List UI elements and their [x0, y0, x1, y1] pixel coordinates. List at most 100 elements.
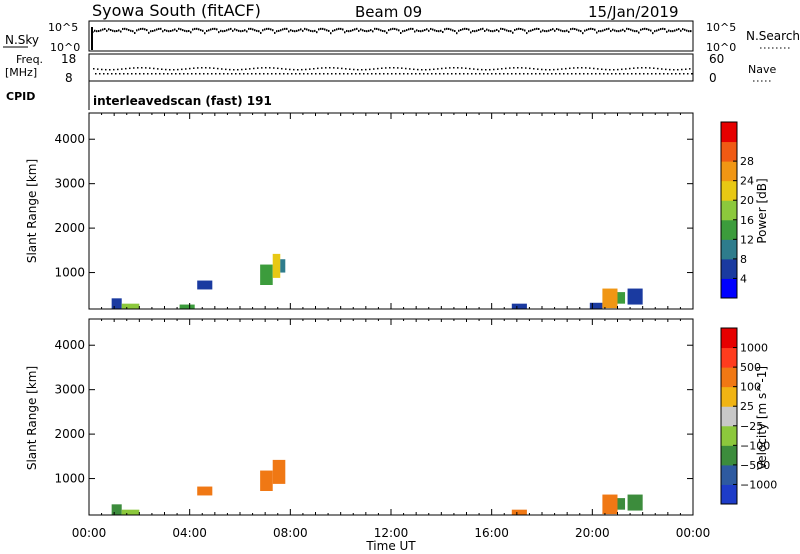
nsky-point [582, 32, 584, 35]
nsky-point [132, 30, 134, 33]
nsky-point [590, 27, 592, 30]
nsky-point [220, 29, 222, 32]
freq-point [651, 73, 653, 75]
nave-point [269, 67, 271, 69]
freq-point [523, 73, 525, 75]
nave-point [341, 67, 343, 70]
freq-tick-high: 18 [61, 52, 76, 66]
freq-point [107, 73, 109, 75]
nave-point [121, 68, 123, 70]
nsky-point [510, 30, 512, 33]
nsky-point [290, 29, 292, 32]
nsky-point [414, 30, 416, 33]
nave-point [93, 68, 95, 70]
nsky-point [368, 29, 370, 32]
nsky-point [490, 30, 492, 33]
freq-point [347, 73, 349, 75]
nave-point [153, 67, 155, 70]
time-tick-label: 12:00 [374, 526, 409, 540]
power-y-axis-label: Slant Range [km] [25, 159, 39, 263]
nsky-point [182, 29, 184, 32]
nave-label: Nave [748, 63, 776, 76]
nsky-point [284, 27, 286, 30]
nave-point [257, 67, 259, 69]
nave-point [213, 67, 215, 69]
colorbar-swatch [721, 200, 737, 221]
nave-point [173, 68, 175, 71]
freq-point [219, 73, 221, 75]
colorbar-swatch [721, 484, 737, 505]
freq-point [515, 73, 517, 75]
nsky-point [246, 30, 248, 33]
nave-point [193, 67, 195, 69]
nsky-point [560, 29, 562, 32]
nsky-point [202, 29, 204, 32]
nave-point [373, 68, 375, 70]
nave-point [349, 68, 351, 70]
nsky-point [262, 29, 264, 32]
nsky-point [174, 28, 176, 31]
freq-point [591, 73, 593, 75]
nsky-point [440, 29, 442, 32]
freq-point [479, 73, 481, 75]
nave-point [493, 68, 495, 71]
freq-point [431, 73, 433, 75]
y-tick-label: 3000 [54, 177, 85, 191]
nsky-point [616, 30, 618, 33]
nsky-point [112, 29, 114, 32]
nsky-point [106, 29, 108, 32]
nsky-point [542, 29, 544, 32]
nave-point [465, 67, 467, 70]
nsky-point [408, 28, 410, 31]
nsky-point [208, 29, 210, 32]
nsky-point [348, 30, 350, 33]
nsky-point [674, 29, 676, 32]
freq-point [163, 73, 165, 75]
freq-point [247, 73, 249, 75]
nsky-point [210, 28, 212, 31]
freq-point [179, 73, 181, 75]
velocity-colorbar-label: Velocity [m s^-1] [755, 366, 769, 470]
nsky-point [234, 28, 236, 31]
nsky-point [602, 29, 604, 32]
freq-point [543, 73, 545, 75]
nsky-point [600, 30, 602, 33]
freq-point [339, 73, 341, 75]
nsky-point [478, 28, 480, 31]
freq-point [419, 73, 421, 75]
freq-point [495, 73, 497, 75]
nsky-point [584, 29, 586, 32]
nsky-point [496, 28, 498, 31]
power-cell [272, 253, 281, 278]
nave-point [273, 67, 275, 69]
freq-point [371, 73, 373, 75]
freq-point [507, 73, 509, 75]
nsky-point [304, 27, 306, 30]
nsky-point [412, 27, 414, 30]
nave-point [681, 68, 683, 71]
nave-point [345, 68, 347, 70]
nsky-point [648, 28, 650, 31]
nsky-point [166, 29, 168, 32]
nsky-point [544, 30, 546, 33]
freq-point [191, 73, 193, 75]
nsky-point [498, 30, 500, 33]
nsky-point [200, 29, 202, 32]
nave-point [517, 67, 519, 69]
y-tick-label: 2000 [54, 221, 85, 235]
nsearch-tick-low: 10^0 [706, 41, 736, 54]
nsky-point [300, 28, 302, 31]
nsky-point [364, 29, 366, 32]
nave-point [333, 67, 335, 69]
nsky-point [324, 28, 326, 31]
power-cell [280, 259, 286, 273]
nsky-point [178, 27, 180, 30]
power-y-ticks: 1000 2000 3000 4000 [54, 132, 693, 280]
freq-point [387, 73, 389, 75]
nsky-point [480, 28, 482, 31]
freq-point [199, 73, 201, 75]
nsky-point [452, 29, 454, 32]
nsky-point [172, 29, 174, 32]
nsky-point [594, 28, 596, 31]
freq-point [463, 73, 465, 75]
